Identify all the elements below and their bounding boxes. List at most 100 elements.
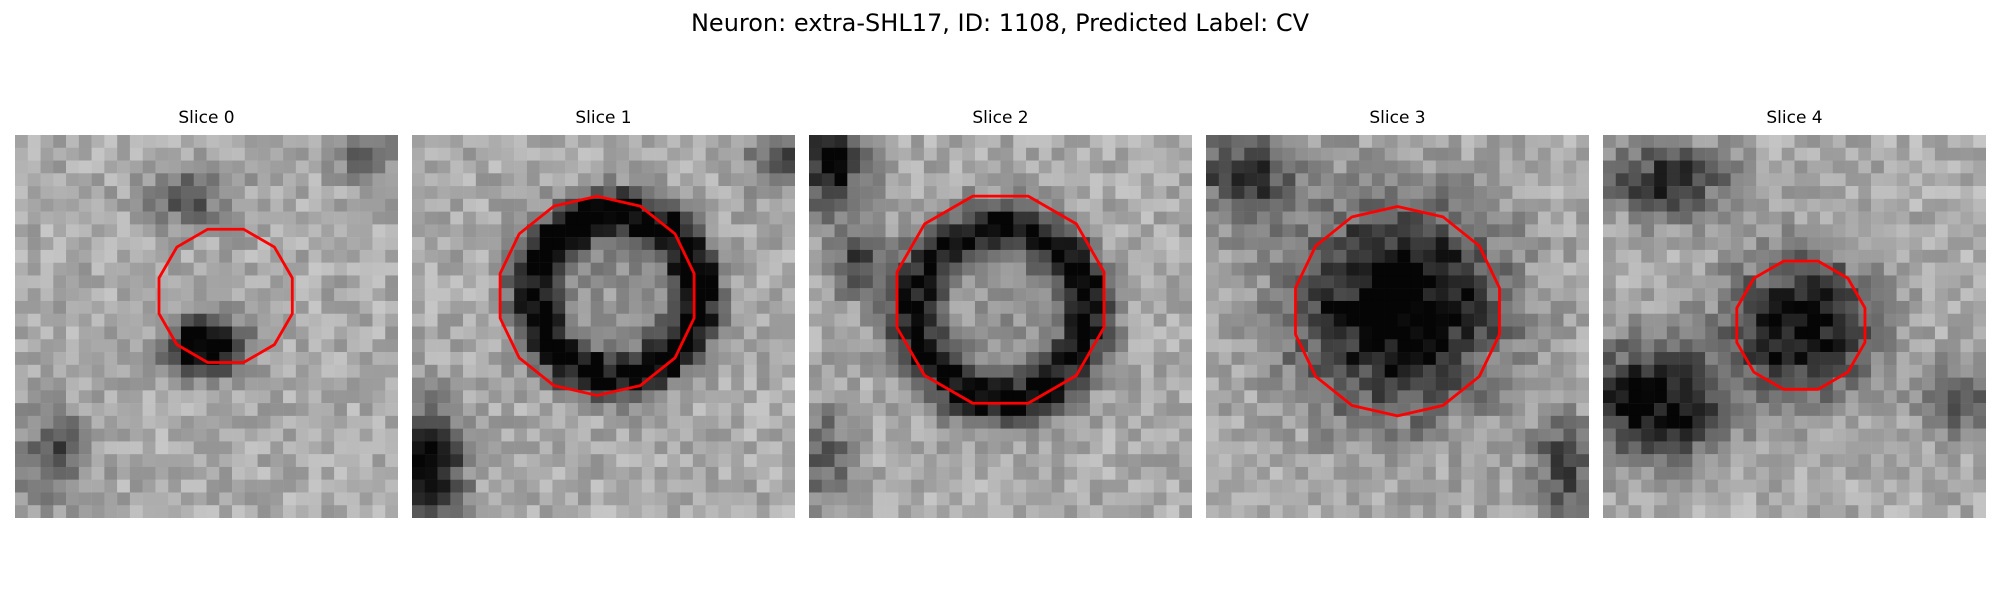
pixel xyxy=(142,313,156,327)
pixel xyxy=(949,352,963,366)
pixel xyxy=(1153,262,1167,276)
pixel xyxy=(1461,428,1475,442)
pixel xyxy=(66,454,80,468)
pixel xyxy=(15,339,29,353)
pixel xyxy=(66,377,80,391)
pixel xyxy=(782,275,795,289)
pixel xyxy=(1102,275,1116,289)
pixel xyxy=(206,135,220,149)
pixel xyxy=(450,352,464,366)
pixel xyxy=(1537,352,1551,366)
pixel xyxy=(1794,403,1808,417)
pixel xyxy=(1397,160,1411,174)
pixel xyxy=(1615,352,1629,366)
pixel xyxy=(1550,186,1564,200)
pixel xyxy=(834,441,848,455)
pixel xyxy=(1909,288,1923,302)
pixel xyxy=(936,249,950,263)
pixel xyxy=(1244,275,1258,289)
pixel xyxy=(104,173,118,187)
pixel xyxy=(1781,454,1795,468)
pixel xyxy=(437,275,451,289)
pixel xyxy=(1743,237,1757,251)
pixel xyxy=(1423,364,1437,378)
pixel xyxy=(590,198,604,212)
pixel xyxy=(1218,377,1232,391)
pixel xyxy=(552,466,566,480)
pixel xyxy=(539,441,553,455)
pixel xyxy=(590,441,604,455)
pixel xyxy=(1692,364,1706,378)
pixel xyxy=(641,186,655,200)
pixel xyxy=(1499,135,1513,149)
pixel xyxy=(1909,262,1923,276)
pixel xyxy=(1807,262,1821,276)
pixel xyxy=(1013,275,1027,289)
pixel xyxy=(1909,198,1923,212)
pixel xyxy=(232,300,246,314)
pixel xyxy=(821,313,835,327)
pixel xyxy=(1179,211,1192,225)
pixel xyxy=(15,454,29,468)
pixel xyxy=(1397,326,1411,340)
pixel xyxy=(1883,339,1897,353)
pixel xyxy=(488,275,502,289)
pixel xyxy=(847,352,861,366)
pixel xyxy=(1384,428,1398,442)
pixel xyxy=(1026,147,1040,161)
pixel xyxy=(1922,403,1936,417)
pixel xyxy=(731,160,745,174)
pixel xyxy=(1359,224,1373,238)
pixel xyxy=(1257,364,1271,378)
pixel xyxy=(809,403,823,417)
pixel xyxy=(321,288,335,302)
pixel xyxy=(1257,224,1271,238)
pixel xyxy=(680,454,694,468)
pixel xyxy=(782,339,795,353)
pixel xyxy=(475,186,489,200)
pixel xyxy=(1423,492,1437,506)
pixel xyxy=(1807,428,1821,442)
pixel xyxy=(168,198,182,212)
pixel xyxy=(385,326,398,340)
pixel xyxy=(1218,224,1232,238)
pixel xyxy=(1410,352,1424,366)
pixel xyxy=(295,224,309,238)
pixel xyxy=(577,147,591,161)
pixel xyxy=(1000,377,1014,391)
pixel xyxy=(155,403,169,417)
pixel xyxy=(923,313,937,327)
pixel xyxy=(1781,288,1795,302)
pixel xyxy=(872,492,886,506)
pixel xyxy=(1794,211,1808,225)
pixel xyxy=(1960,237,1974,251)
pixel xyxy=(641,249,655,263)
pixel xyxy=(821,147,835,161)
pixel xyxy=(117,479,131,493)
pixel xyxy=(872,364,886,378)
pixel xyxy=(168,313,182,327)
pixel xyxy=(705,466,719,480)
pixel xyxy=(1371,492,1385,506)
pixel xyxy=(1295,466,1309,480)
pixel xyxy=(219,135,233,149)
pixel xyxy=(603,198,617,212)
pixel xyxy=(346,454,360,468)
pixel xyxy=(1615,364,1629,378)
pixel xyxy=(1845,198,1859,212)
pixel xyxy=(809,479,823,493)
pixel xyxy=(1128,249,1142,263)
pixel xyxy=(1654,364,1668,378)
pixel xyxy=(577,237,591,251)
pixel xyxy=(1218,135,1232,149)
pixel xyxy=(1679,147,1693,161)
pixel xyxy=(1102,160,1116,174)
pixel xyxy=(1960,466,1974,480)
pixel xyxy=(616,339,630,353)
pixel xyxy=(667,428,681,442)
pixel xyxy=(270,186,284,200)
pixel xyxy=(1077,390,1091,404)
pixel xyxy=(514,211,528,225)
pixel xyxy=(692,147,706,161)
pixel xyxy=(1679,211,1693,225)
